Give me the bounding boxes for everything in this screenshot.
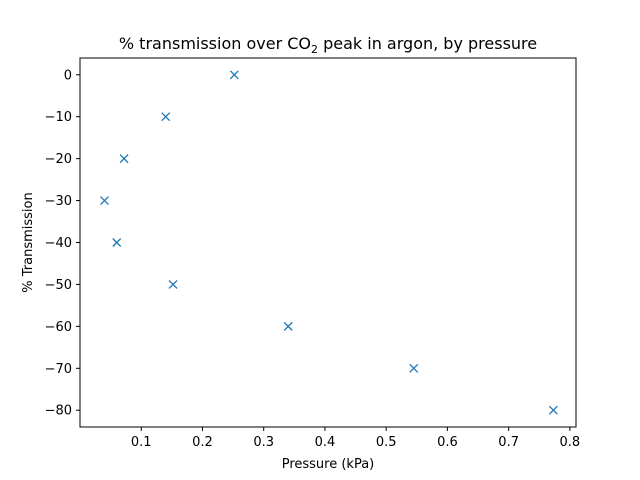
y-axis-label: % Transmission [21, 192, 36, 292]
y-tick-label: −20 [45, 152, 72, 167]
chart-title-subscript: 2 [311, 43, 318, 56]
y-tick-label: −40 [45, 236, 72, 251]
x-tick-label: 0.2 [192, 435, 213, 450]
data-point [548, 405, 558, 415]
x-tick-label: 0.6 [437, 435, 458, 450]
y-tick-label: 0 [64, 68, 72, 83]
y-tick-label: −60 [45, 320, 72, 335]
y-tick-label: −80 [45, 404, 72, 419]
data-point [161, 112, 171, 122]
data-point [229, 70, 239, 80]
data-point [168, 279, 178, 289]
y-tick-label: −30 [45, 194, 72, 209]
data-point [119, 154, 129, 164]
x-tick-label: 0.4 [315, 435, 336, 450]
x-tick-label: 0.5 [376, 435, 397, 450]
data-point [112, 238, 122, 247]
data-points [100, 70, 558, 415]
y-axis-ticks: 0 −10 −20 −30 −40 −50 −60 −70 −80 [45, 68, 80, 419]
x-axis-ticks: 0.1 0.2 0.3 0.4 0.5 0.6 0.7 0.8 [131, 427, 580, 450]
x-axis-label: Pressure (kPa) [282, 457, 375, 472]
data-point [283, 321, 293, 331]
chart-title-prefix: % transmission over CO [119, 34, 311, 53]
data-point [409, 363, 419, 373]
y-tick-label: −70 [45, 362, 72, 377]
y-tick-label: −10 [45, 110, 72, 125]
y-tick-label: −50 [45, 278, 72, 293]
chart-title: % transmission over CO2 peak in argon, b… [119, 34, 537, 56]
x-tick-label: 0.7 [498, 435, 519, 450]
x-tick-label: 0.3 [253, 435, 274, 450]
chart-title-suffix: peak in argon, by pressure [318, 34, 537, 53]
x-tick-label: 0.8 [560, 435, 581, 450]
data-point [100, 196, 109, 206]
x-tick-label: 0.1 [131, 435, 152, 450]
